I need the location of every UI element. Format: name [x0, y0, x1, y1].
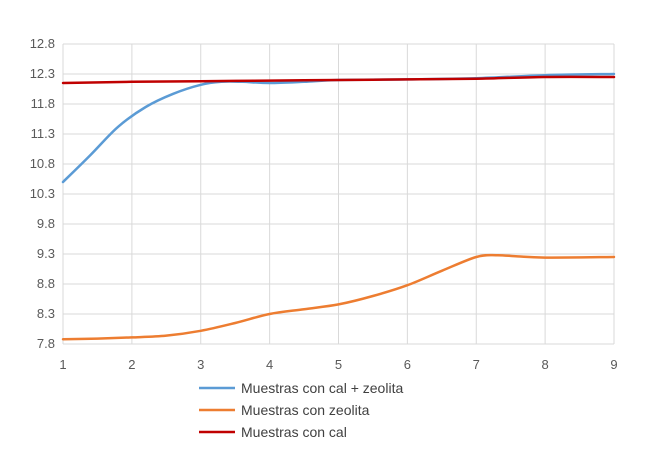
y-tick-label: 8.3 — [37, 306, 55, 321]
legend-item-cal-zeolita: Muestras con cal + zeolita — [199, 380, 403, 396]
legend: Muestras con cal + zeolita Muestras con z… — [199, 380, 403, 440]
x-tick-label: 4 — [266, 357, 273, 372]
x-tick-label: 8 — [542, 357, 549, 372]
legend-label: Muestras con cal + zeolita — [241, 380, 403, 396]
x-tick-label: 6 — [404, 357, 411, 372]
y-tick-label: 10.3 — [30, 186, 55, 201]
legend-item-zeolita: Muestras con zeolita — [199, 402, 370, 418]
legend-label: Muestras con zeolita — [241, 402, 370, 418]
y-tick-label: 7.8 — [37, 336, 55, 351]
y-tick-label: 10.8 — [30, 156, 55, 171]
grid — [62, 43, 615, 345]
y-tick-label: 12.3 — [30, 66, 55, 81]
y-tick-label: 11.8 — [31, 96, 55, 111]
x-tick-label: 1 — [59, 357, 66, 372]
x-tick-label: 5 — [335, 357, 342, 372]
y-tick-label: 9.3 — [37, 246, 55, 261]
y-axis-tick-labels: 7.8 8.3 8.8 9.3 9.8 10.3 10.8 11.3 11.8 12.3 12.8 — [30, 36, 55, 351]
series-lines — [61, 72, 616, 341]
y-tick-label: 12.8 — [30, 36, 55, 51]
y-tick-label: 11.3 — [31, 126, 55, 141]
legend-item-cal: Muestras con cal — [199, 424, 347, 440]
y-tick-label: 9.8 — [37, 216, 55, 231]
x-tick-label: 7 — [473, 357, 480, 372]
x-tick-label: 2 — [128, 357, 135, 372]
x-tick-label: 9 — [610, 357, 617, 372]
x-axis-tick-labels: 1 2 3 4 5 6 7 8 9 — [59, 357, 617, 372]
y-tick-label: 8.8 — [37, 276, 55, 291]
legend-label: Muestras con cal — [241, 424, 347, 440]
x-tick-label: 3 — [197, 357, 204, 372]
series-line-cal — [61, 75, 616, 85]
series-line-zeolita — [61, 253, 616, 341]
